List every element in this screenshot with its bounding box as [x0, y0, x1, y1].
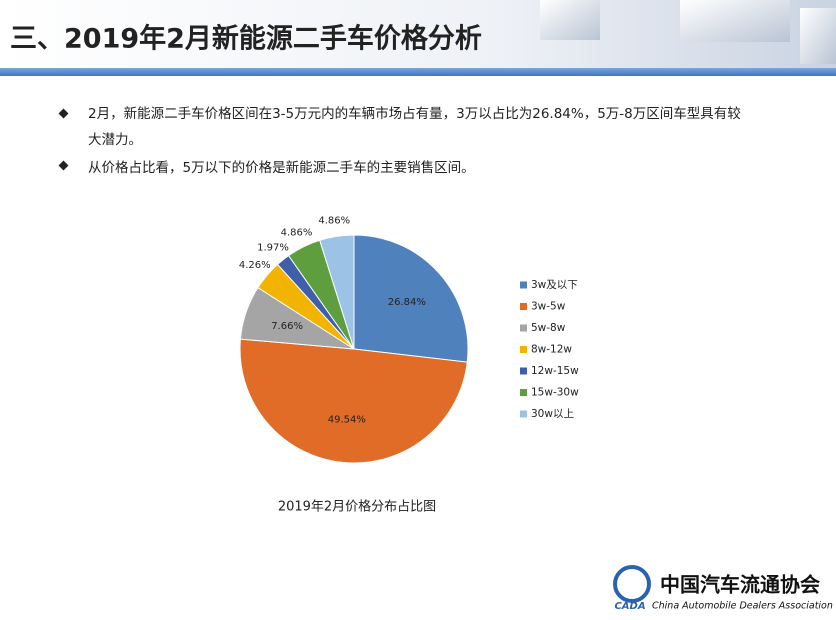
- slice-label: 1.97%: [257, 242, 289, 253]
- decor-cube: [680, 0, 790, 42]
- logo-name: 中国汽车流通协会: [660, 573, 820, 597]
- bullet-marker: [58, 108, 69, 119]
- slide-title: 三、2019年2月新能源二手车价格分析: [10, 23, 482, 55]
- legend-label: 15w-30w: [531, 387, 579, 399]
- header-band: [0, 68, 836, 76]
- bullet-text: 从价格占比看，5万以下的价格是新能源二手车的主要销售区间。: [88, 160, 475, 176]
- decor-cube: [540, 0, 600, 40]
- bullet-text: 2月，新能源二手车价格区间在3-5万元内的车辆市场占有量，3万以占比为26.84…: [88, 106, 741, 148]
- pie-slice: [239, 338, 468, 464]
- bullet-marker: [58, 160, 69, 171]
- chart-title: 2019年2月价格分布占比图: [278, 499, 436, 515]
- slice-label: 26.84%: [388, 297, 426, 308]
- legend-label: 3w及以下: [531, 279, 578, 291]
- legend-swatch: [520, 303, 527, 310]
- slice-label: 7.66%: [271, 321, 303, 332]
- slice-label: 4.86%: [281, 227, 313, 238]
- legend-swatch: [520, 324, 527, 332]
- slice-label: 49.54%: [328, 414, 366, 425]
- legend-swatch: [520, 389, 527, 396]
- legend-label: 8w-12w: [531, 344, 572, 356]
- legend-label: 5w-8w: [531, 322, 566, 334]
- legend-swatch: [520, 281, 527, 289]
- legend-label: 3w-5w: [531, 301, 566, 313]
- legend-swatch: [520, 346, 527, 353]
- logo-english: China Automobile Dealers Association: [652, 601, 833, 612]
- logo-ring: [613, 565, 651, 603]
- pie-chart: 26.84% 49.54% 7.66% 4.26% 1.97% 4.86% 4.86%: [239, 216, 469, 464]
- decor-cube: [800, 8, 836, 64]
- legend-swatch: [520, 367, 527, 375]
- legend-swatch: [520, 410, 527, 418]
- legend-label: 12w-15w: [531, 365, 579, 377]
- pie-slice: [319, 234, 355, 350]
- slice-label: 4.86%: [318, 216, 350, 227]
- logo-mark: CADA: [614, 601, 645, 612]
- slice-label: 4.26%: [239, 260, 271, 271]
- pie-slice: [353, 234, 469, 363]
- legend-label: 30w以上: [531, 408, 574, 420]
